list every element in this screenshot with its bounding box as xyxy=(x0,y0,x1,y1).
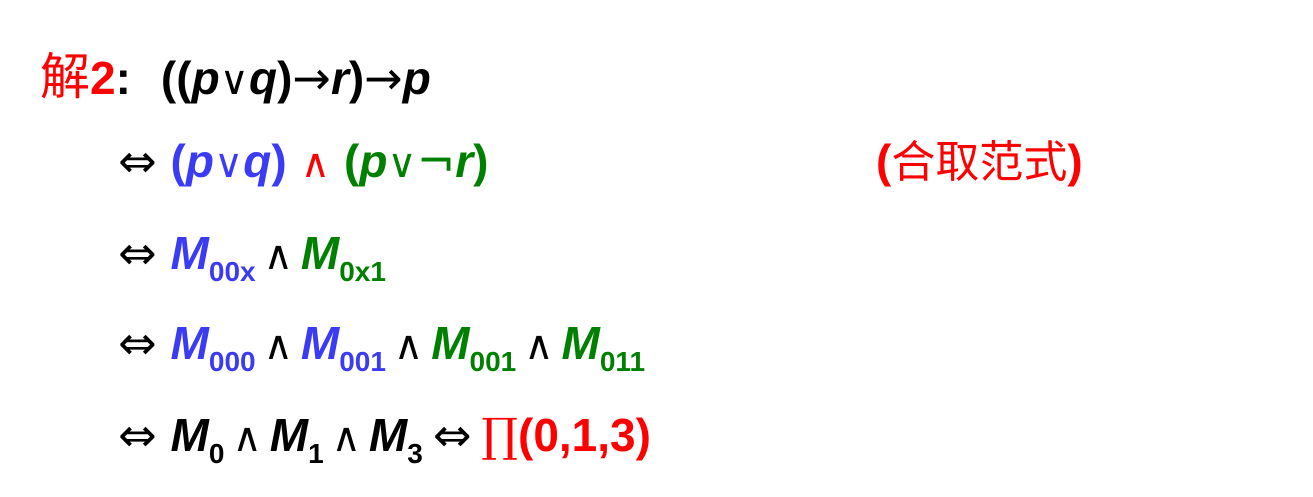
maxterm-subscript: 011 xyxy=(599,346,646,377)
var-q: q xyxy=(248,52,278,104)
solution-number: 2 xyxy=(90,52,116,104)
var-p: p xyxy=(191,52,220,104)
note-open: ( xyxy=(876,135,892,187)
arrow-symbol: → xyxy=(292,51,331,105)
and-symbol: ∧ xyxy=(300,141,330,187)
solution-prefix: 解 xyxy=(40,48,90,106)
maxterm-m: M xyxy=(170,317,209,369)
term2-or: ∨ xyxy=(387,141,417,187)
maxterm-m: M xyxy=(300,227,340,279)
and-symbol: ∧ xyxy=(524,323,554,369)
equiv-symbol: ⇔ xyxy=(118,226,157,280)
term1-p: p xyxy=(185,135,214,187)
maxterm-subscript: 0 xyxy=(208,438,225,469)
maxterm-m: M xyxy=(170,409,209,461)
and-symbol: ∧ xyxy=(263,233,293,279)
and-symbol: ∧ xyxy=(393,323,424,369)
note-close: ) xyxy=(1067,135,1083,187)
term1-open: ( xyxy=(170,135,186,187)
step-4-line: ⇔ M0 ∧ M1 ∧ M3 ⇔ ∏(0,1,3) xyxy=(118,409,651,468)
maxterm-subscript: 001 xyxy=(469,346,517,377)
term1-or: ∨ xyxy=(213,141,244,187)
maxterm-m: M xyxy=(368,409,408,461)
term2-open: ( xyxy=(343,135,360,187)
note-text: 合取范式 xyxy=(891,137,1068,188)
and-symbol: ∧ xyxy=(331,415,361,461)
expr-open: (( xyxy=(160,52,192,104)
maxterm-subscript: 0x1 xyxy=(339,256,386,287)
solution-colon: : xyxy=(115,52,131,104)
and-symbol: ∧ xyxy=(232,415,262,461)
step-3-line: ⇔ M000 ∧ M001 ∧ M001 ∧ M011 xyxy=(118,317,645,376)
paren-close: ) xyxy=(277,52,293,104)
maxterm-m: M xyxy=(561,317,600,369)
term1-close: ) xyxy=(271,135,287,187)
product-symbol: ∏ xyxy=(481,408,518,462)
maxterm-subscript: 1 xyxy=(308,438,324,469)
var-r: r xyxy=(330,52,349,104)
term2-close: ) xyxy=(473,135,489,187)
note-label: (合取范式) xyxy=(876,138,1083,185)
index-list: (0,1,3) xyxy=(518,409,651,461)
equiv-symbol: ⇔ xyxy=(118,316,157,370)
or-symbol: ∨ xyxy=(219,58,249,104)
title-line: 解2: ((p∨q)→r)→p xyxy=(40,52,431,102)
maxterm-m: M xyxy=(431,317,470,369)
and-symbol: ∧ xyxy=(263,323,293,369)
maxterm-m: M xyxy=(269,409,309,461)
step-1-line: ⇔ (p∨q) ∧ (p∨¬r) xyxy=(118,138,488,184)
maxterm-subscript: 00x xyxy=(208,256,256,287)
equiv-symbol-2: ⇔ xyxy=(432,408,472,462)
maxterm-subscript: 000 xyxy=(208,346,256,377)
term2-p: p xyxy=(359,135,388,187)
equiv-symbol: ⇔ xyxy=(118,134,157,188)
term1-q: q xyxy=(243,135,272,187)
paren-close-2: ) xyxy=(348,52,365,104)
step-2-line: ⇔ M00x ∧ M0x1 xyxy=(118,227,386,286)
arrow-symbol-2: → xyxy=(364,51,403,105)
maxterm-subscript: 001 xyxy=(339,346,386,377)
maxterm-subscript: 3 xyxy=(407,438,423,469)
term2-r: r xyxy=(455,135,474,187)
term2-not: ¬ xyxy=(416,134,456,188)
maxterm-m: M xyxy=(170,227,209,279)
maxterm-m: M xyxy=(300,317,340,369)
equiv-symbol: ⇔ xyxy=(118,408,157,462)
var-p-2: p xyxy=(402,52,431,104)
